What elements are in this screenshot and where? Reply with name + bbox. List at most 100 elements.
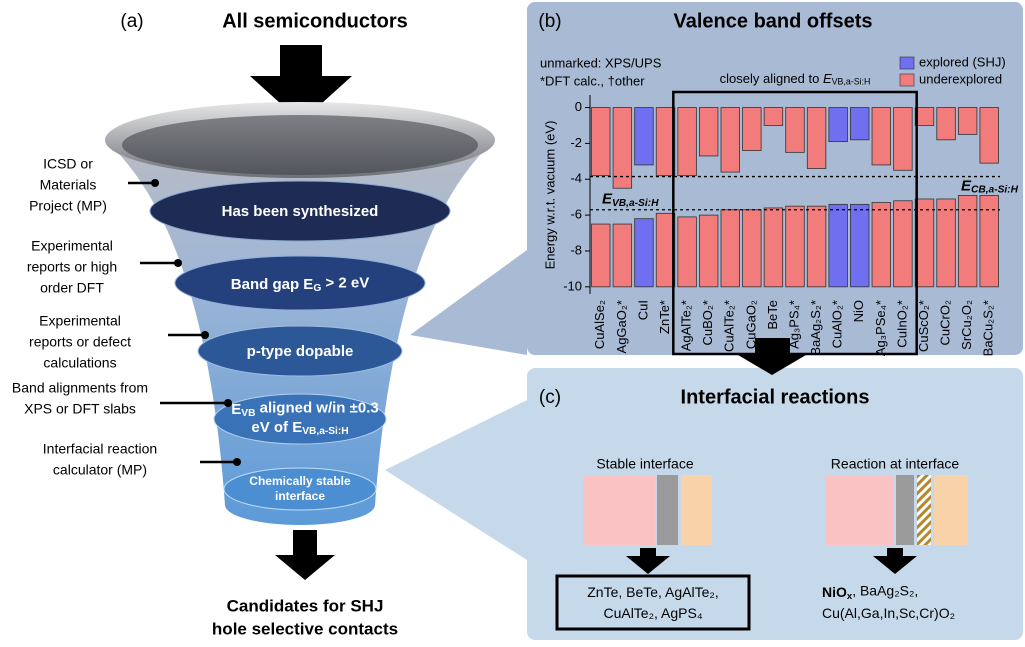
result: hole selective contacts	[212, 619, 398, 638]
text-run: VB	[241, 408, 255, 419]
cb-bar	[656, 108, 675, 176]
y-axis-label: Energy w.r.t. vacuum (eV)	[542, 121, 557, 270]
stage-label: Band gap EG > 2 eV	[231, 275, 369, 294]
stage-label: Has been synthesized	[222, 203, 379, 220]
cb-bar	[958, 108, 977, 135]
criterion: Interfacial reaction	[43, 441, 157, 457]
stage-label: Chemically stable	[249, 474, 351, 488]
vb-bar	[937, 199, 956, 287]
vb-bar	[592, 224, 611, 287]
leader-dot	[151, 179, 159, 187]
cb-bar	[980, 108, 999, 164]
criterion: Experimental	[39, 313, 121, 329]
text-run: Band gap E	[231, 276, 314, 293]
vb-bar	[915, 199, 934, 287]
cb-bar	[894, 108, 913, 171]
x-tick-label: Ag₃PSe₄*	[873, 300, 888, 356]
legend-swatch	[900, 57, 914, 69]
text-run: E	[231, 401, 241, 418]
note: *DFT calc., †other	[540, 73, 645, 88]
text-run: closely aligned to	[720, 71, 823, 86]
text-run: CuAlTe₂, AgPS₄	[603, 605, 702, 621]
leader-dot	[224, 399, 232, 407]
legend-label: explored (SHJ)	[919, 54, 1006, 69]
vb-bar	[678, 217, 697, 287]
cb-bar	[937, 108, 956, 140]
result: Cu(Al,Ga,In,Sc,Cr)O₂	[822, 605, 955, 621]
x-tick-label: CuAlSe₂	[592, 300, 607, 349]
criterion: reports or high	[27, 259, 117, 275]
diagram-title: Stable interface	[596, 456, 693, 472]
panel-tag: (a)	[120, 11, 143, 32]
arrow	[275, 530, 335, 580]
text-run: Chemically stable	[249, 474, 351, 488]
x-tick-label: CuInO₂*	[894, 300, 909, 348]
vb-bar	[894, 201, 913, 287]
text-run: VB,a-Si:H	[612, 197, 659, 208]
cb-bar	[592, 108, 611, 176]
y-tick-label: -6	[570, 207, 582, 222]
leader-dot	[174, 259, 182, 267]
criterion: Experimental	[31, 238, 113, 254]
y-tick-label: -10	[563, 278, 582, 293]
result: ZnTe, BeTe, AgAlTe₂,	[587, 584, 719, 600]
x-tick-label: CuCrO₂	[937, 300, 952, 346]
y-tick-label: -8	[570, 242, 582, 257]
vb-bar	[699, 215, 718, 287]
text-run: Cu(Al,Ga,In,Sc,Cr)O₂	[822, 605, 955, 621]
legend-swatch	[900, 74, 914, 86]
layer	[825, 475, 893, 545]
panel-tag: (b)	[538, 11, 561, 32]
cb-bar	[850, 108, 869, 140]
legend-label: underexplored	[919, 71, 1002, 86]
y-tick-label: -4	[570, 171, 582, 186]
diagram-title: Reaction at interface	[831, 456, 960, 472]
stage-label: p-type dopable	[247, 343, 354, 360]
cb-bar	[807, 108, 826, 169]
vb-bar	[807, 206, 826, 287]
vb-bar	[721, 210, 740, 287]
criterion: XPS or DFT slabs	[24, 401, 136, 417]
panel-title: Valence band offsets	[674, 10, 873, 32]
figure: (a) All semiconductors Has been synthesi…	[0, 0, 1025, 642]
text-run: p-type dopable	[247, 343, 354, 360]
vb-bar	[786, 206, 805, 287]
result: Candidates for SHJ	[227, 596, 384, 615]
connector	[385, 400, 527, 560]
criterion: Project (MP)	[29, 198, 107, 214]
reaction-layer	[917, 475, 931, 545]
panel-tag: (c)	[539, 387, 561, 408]
text-run: aligned w/in ±0.3	[255, 400, 378, 417]
layer	[681, 475, 712, 545]
criterion: Materials	[40, 177, 97, 193]
cb-bar	[721, 108, 740, 173]
x-tick-label: CuAlTe₂*	[722, 300, 737, 352]
result: CuAlTe₂, AgPS₄	[603, 605, 702, 621]
text-run: Has been synthesized	[222, 203, 379, 220]
x-tick-label: BaCu₂S₂*	[981, 300, 996, 356]
x-tick-label: AgAlTe₂*	[679, 300, 694, 351]
x-tick-label: BeTe	[765, 300, 780, 330]
criterion: calculator (MP)	[53, 462, 147, 478]
x-tick-label: BaAg₂S₂*	[808, 300, 823, 356]
layer	[657, 475, 678, 545]
cb-bar	[764, 108, 783, 126]
leader-dot	[233, 458, 241, 466]
text-run: interface	[275, 489, 325, 503]
cb-bar	[872, 108, 891, 165]
x-tick-label: ZnTe*	[657, 300, 672, 334]
text-run: ZnTe, BeTe, AgAlTe₂,	[587, 584, 719, 600]
cb-bar	[635, 108, 654, 165]
vb-bar	[850, 204, 869, 286]
x-tick-label: CuScO₂*	[916, 300, 931, 352]
cb-bar	[786, 108, 805, 153]
text-run: E	[823, 71, 832, 86]
stage-label: interface	[275, 489, 325, 503]
x-tick-label: NiO	[851, 300, 866, 322]
cb-bar	[829, 108, 848, 142]
vb-bar	[764, 208, 783, 287]
cb-bar	[678, 108, 697, 176]
text-run: , BaAg₂S₂,	[852, 582, 918, 598]
x-tick-label: AgGaO₂*	[614, 300, 629, 353]
layer	[934, 475, 968, 545]
